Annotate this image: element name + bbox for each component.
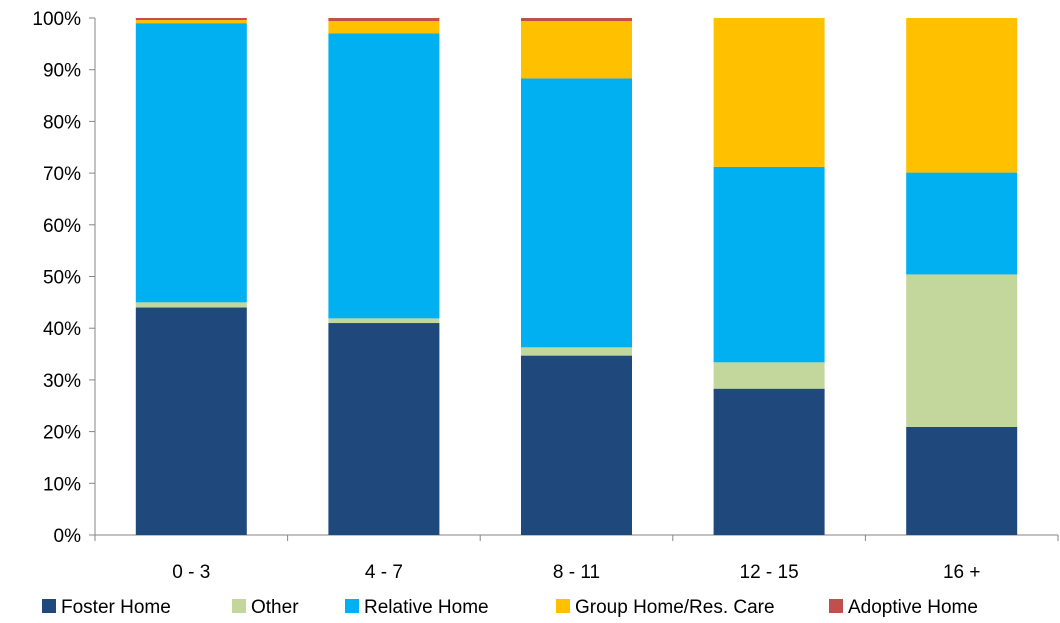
x-axis: 0 - 3 4 - 7 8 - 11 12 - 15 16 + xyxy=(94,534,1059,583)
bar-segment xyxy=(328,33,440,319)
x-tick-label: 8 - 11 xyxy=(553,562,600,583)
y-tick-label: 90% xyxy=(43,61,81,82)
y-tick-label: 0% xyxy=(54,526,82,547)
bar-segment xyxy=(906,172,1018,275)
bar-segment xyxy=(328,318,440,324)
legend-swatch xyxy=(42,599,56,613)
bar-segment xyxy=(521,18,632,22)
bars xyxy=(135,18,1018,535)
bar-segment xyxy=(135,18,247,21)
y-tick-label: 50% xyxy=(43,268,81,289)
y-tick-label: 60% xyxy=(43,216,81,237)
legend-label: Other xyxy=(251,597,299,618)
legend-label: Adoptive Home xyxy=(848,597,978,618)
bar-segment xyxy=(713,166,825,363)
x-tick-label: 4 - 7 xyxy=(365,562,403,583)
y-tick-label: 100% xyxy=(32,9,81,30)
bar-segment xyxy=(906,426,1018,535)
legend-label: Foster Home xyxy=(61,597,171,618)
legend-swatch xyxy=(232,599,246,613)
x-tick-label: 0 - 3 xyxy=(172,562,210,583)
x-tick-label: 12 - 15 xyxy=(740,562,799,583)
x-tick-label: 16 + xyxy=(943,562,981,583)
bar-segment xyxy=(521,355,632,535)
bar-segment xyxy=(713,18,825,167)
y-tick-label: 40% xyxy=(43,319,81,340)
y-tick-label: 80% xyxy=(43,112,81,133)
y-tick-label: 70% xyxy=(43,164,81,185)
bar-segment xyxy=(521,347,632,356)
bar-segment xyxy=(328,18,440,22)
bar-segment xyxy=(135,20,247,24)
legend-label: Group Home/Res. Care xyxy=(575,597,775,618)
bar-segment xyxy=(906,274,1018,427)
y-tick-label: 30% xyxy=(43,371,81,392)
bar-segment xyxy=(328,21,440,34)
bar-segment xyxy=(135,307,247,535)
bar-segment xyxy=(521,78,632,348)
bar-segment xyxy=(713,388,825,535)
y-axis: 0% 10% 20% 30% 40% 50% 60% 70% 80% 90% 100% xyxy=(32,9,96,547)
y-tick-label: 20% xyxy=(43,423,81,444)
bar-segment xyxy=(135,23,247,303)
bar-segment xyxy=(713,362,825,389)
legend-swatch xyxy=(829,599,843,613)
legend-swatch xyxy=(556,599,570,613)
bar-segment xyxy=(521,21,632,79)
legend-label: Relative Home xyxy=(364,597,489,618)
legend-swatch xyxy=(345,599,359,613)
bar-segment xyxy=(906,18,1018,173)
bar-segment xyxy=(328,323,440,535)
bar-segment xyxy=(135,302,247,308)
legend: Foster Home Other Relative Home Group Home/… xyxy=(42,597,978,618)
y-tick-label: 10% xyxy=(43,474,81,495)
